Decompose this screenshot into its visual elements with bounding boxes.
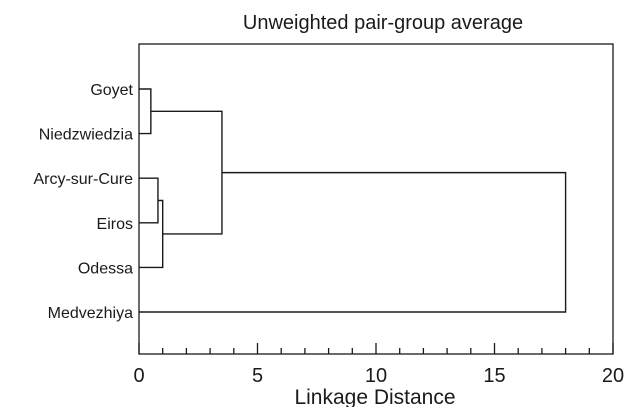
x-tick-label: 0 bbox=[133, 365, 144, 387]
leaf-label-eiros: Eiros bbox=[97, 216, 133, 233]
plot-frame bbox=[138, 43, 614, 355]
dendrogram-link-goyet-niedzwiedzia-arcy-sur-cure-eiros-odessa bbox=[150, 110, 223, 235]
x-tick-label: 10 bbox=[365, 365, 387, 387]
x-axis-ticks bbox=[138, 343, 614, 354]
dendrogram-links bbox=[139, 88, 567, 313]
leaf-label-arcy-sur-cure: Arcy-sur-Cure bbox=[33, 171, 133, 188]
x-tick-label: 5 bbox=[252, 365, 263, 387]
leaf-label-goyet: Goyet bbox=[90, 82, 133, 99]
x-axis-label: Linkage Distance bbox=[294, 386, 455, 407]
leaf-labels: Goyet Niedzwiedzia Arcy-sur-Cure Eiros Odess… bbox=[33, 82, 133, 322]
x-tick-label: 20 bbox=[602, 365, 624, 387]
leaf-label-medvezhiya: Medvezhiya bbox=[48, 305, 133, 322]
chart-title: Unweighted pair-group average bbox=[243, 12, 523, 34]
dendrogram-link-arcy-sur-cure-eiros bbox=[139, 177, 159, 224]
dendrogram-link-goyet-niedzwiedzia bbox=[139, 88, 152, 135]
x-axis-tick-labels: 0 5 10 15 20 bbox=[133, 365, 624, 387]
dendrogram-link-arcy-sur-cure-eiros-odessa bbox=[139, 199, 164, 269]
dendrogram-link-goyet-niedzwiedzia-arcy-sur-cure-eiros-odessa-medvezhiya bbox=[139, 171, 567, 313]
x-tick-label: 15 bbox=[483, 365, 505, 387]
leaf-label-niedzwiedzia: Niedzwiedzia bbox=[39, 127, 133, 144]
leaf-label-odessa: Odessa bbox=[78, 260, 133, 277]
